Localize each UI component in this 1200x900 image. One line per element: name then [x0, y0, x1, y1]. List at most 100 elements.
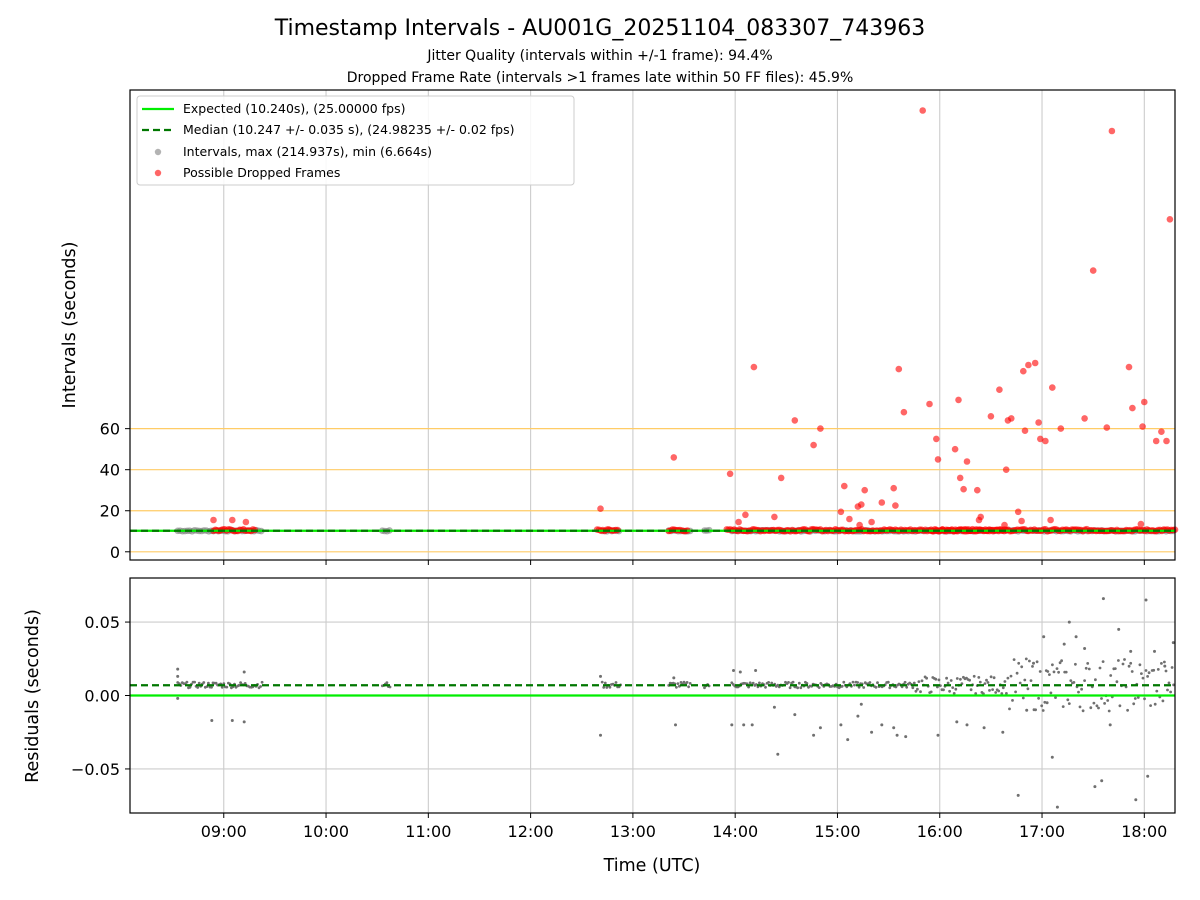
residual-point: [1016, 793, 1020, 797]
residual-point: [1161, 699, 1165, 703]
residual-point: [1042, 635, 1046, 639]
residual-point: [1133, 697, 1137, 700]
residual-point: [1140, 672, 1143, 675]
residual-point: [1113, 667, 1117, 670]
residual-point: [1160, 662, 1163, 665]
residual-point: [1061, 705, 1065, 708]
residual-point: [888, 686, 892, 690]
residual-point: [972, 674, 976, 678]
residual-point: [1144, 669, 1148, 672]
residual-point: [239, 681, 243, 684]
residual-point: [1060, 659, 1063, 663]
residual-point: [1017, 661, 1021, 665]
dropped-frame-point: [750, 363, 758, 371]
residual-point: [1136, 696, 1140, 699]
dropped-frame-point: [817, 425, 824, 432]
residual-point: [1093, 785, 1097, 789]
residual-point: [210, 685, 213, 689]
legend-dropped-swatch: [154, 169, 162, 177]
residual-point: [920, 679, 924, 683]
residuals-y-tick-label: 0.05: [84, 613, 120, 632]
residual-point: [868, 681, 872, 684]
residual-point: [1146, 774, 1150, 778]
residual-point: [1005, 692, 1008, 695]
residual-point: [754, 683, 758, 686]
dropped-frame-point: [1057, 425, 1065, 432]
residual-point: [968, 678, 971, 682]
residuals-y-tick-label: 0.00: [84, 687, 120, 706]
residual-point: [870, 730, 874, 734]
residual-point: [1086, 662, 1090, 665]
residual-point: [991, 688, 994, 691]
residual-point: [605, 686, 609, 689]
residual-point: [997, 689, 1001, 693]
residual-point: [730, 723, 734, 727]
dropped-frame-point: [1166, 216, 1174, 223]
residual-point: [945, 676, 948, 680]
residual-point: [818, 726, 822, 730]
residual-point: [1020, 665, 1024, 669]
residual-point: [1018, 681, 1022, 685]
residual-point: [1153, 649, 1156, 653]
x-tick-label: 14:00: [712, 822, 758, 841]
residual-point: [1144, 598, 1148, 602]
residual-point: [791, 680, 795, 684]
dropped-frame-point: [670, 454, 678, 461]
residual-point: [1067, 620, 1071, 624]
residual-point: [1052, 670, 1056, 674]
residual-point: [1025, 708, 1029, 712]
dropped-frame-point: [1021, 427, 1029, 435]
residual-point: [1034, 708, 1037, 712]
dropped-frame-point: [1108, 127, 1116, 135]
residual-point: [1067, 702, 1071, 705]
residual-point: [1115, 680, 1119, 684]
residual-point: [1155, 689, 1159, 693]
residual-point: [1081, 709, 1085, 713]
residual-point: [1118, 704, 1122, 708]
residual-point: [1029, 679, 1033, 682]
residual-point: [985, 678, 988, 682]
residual-point: [959, 677, 962, 681]
residual-point: [1062, 642, 1066, 646]
residual-point: [608, 685, 612, 689]
residual-point: [955, 720, 959, 724]
jitter-quality-subtitle: Jitter Quality (intervals within +/-1 fr…: [427, 48, 773, 64]
residual-point: [1012, 658, 1016, 661]
residual-point: [788, 686, 792, 690]
residual-point: [1001, 730, 1005, 734]
residual-point: [237, 683, 241, 687]
dropped-frame-point: [841, 482, 848, 490]
residual-point: [1087, 667, 1091, 671]
x-tick-label: 13:00: [610, 822, 656, 841]
intervals-y-tick-label: 60: [100, 420, 120, 439]
residual-point: [892, 726, 896, 730]
residual-point: [1103, 702, 1106, 705]
dropped-frame-point: [996, 386, 1003, 394]
residual-point: [1138, 663, 1142, 667]
dropped-frame-point: [210, 516, 217, 524]
residual-point: [1084, 666, 1088, 670]
dropped-frame-point: [726, 470, 734, 478]
residual-point: [1147, 671, 1151, 675]
intervals-y-tick-label: 0: [110, 543, 120, 562]
residual-point: [942, 688, 945, 692]
dropped-frame-point: [933, 435, 940, 443]
residual-point: [1014, 690, 1017, 694]
residual-point: [685, 681, 689, 684]
x-tick-label: 10:00: [303, 822, 349, 841]
residual-point: [917, 680, 921, 683]
residual-point: [856, 714, 860, 718]
dropped-frame-point: [858, 501, 865, 508]
residual-point: [793, 713, 797, 717]
residual-point: [919, 690, 922, 694]
residual-point: [1048, 673, 1051, 676]
dropped-frame-point: [856, 521, 863, 529]
residual-point: [857, 685, 861, 689]
dropped-frame-point: [1158, 428, 1165, 436]
residual-point: [230, 719, 234, 722]
dropped-frame-point: [934, 456, 942, 463]
residual-point: [817, 686, 821, 689]
residual-point: [1037, 696, 1040, 700]
dropped-frame-point: [1081, 415, 1088, 422]
residual-point: [1094, 678, 1097, 682]
